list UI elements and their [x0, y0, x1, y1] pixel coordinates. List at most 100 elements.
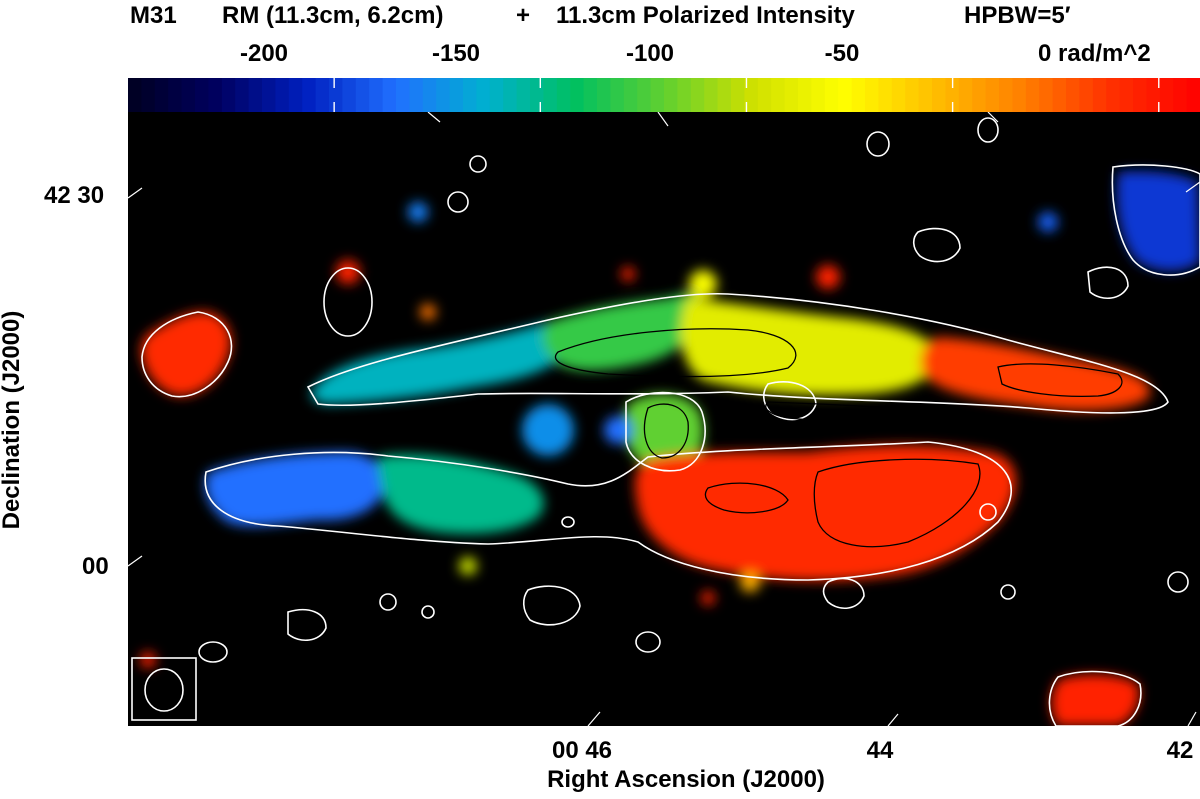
rm-region	[680, 298, 939, 396]
colorbar-tick-label: -100	[625, 40, 675, 67]
colorbar-swatch	[463, 78, 477, 112]
y-tick-label: 00	[82, 553, 109, 580]
rm-blob	[522, 404, 574, 456]
colorbar-swatch	[1079, 78, 1094, 112]
colorbar-swatch	[503, 78, 518, 112]
colorbar-swatch	[570, 78, 585, 112]
colorbar-swatch	[315, 78, 330, 112]
colorbar-swatch	[436, 78, 451, 112]
colorbar-swatch	[168, 78, 183, 112]
rm-blob	[604, 416, 632, 444]
rm-blob	[816, 265, 840, 289]
colorbar-swatch	[878, 78, 893, 112]
colorbar-swatch	[248, 78, 263, 112]
colorbar-swatch	[1025, 78, 1040, 112]
pi-contour-outer	[306, 292, 1169, 414]
colorbar-swatch	[329, 78, 343, 112]
colorbar-swatch	[891, 78, 906, 112]
axis-tick	[1187, 711, 1197, 726]
colorbar-swatch	[798, 78, 812, 112]
pi-contour-outer	[1111, 164, 1200, 276]
y-axis-title: Declination (J2000)	[0, 310, 25, 530]
pi-contour-inner	[555, 328, 797, 378]
beam-ellipse	[144, 668, 184, 712]
colorbar	[128, 78, 1200, 112]
colorbar-swatch	[262, 78, 276, 112]
colorbar-swatch	[731, 78, 745, 112]
colorbar-swatch	[530, 78, 544, 112]
colorbar-swatch	[1159, 78, 1174, 112]
pi-contour-outer	[912, 227, 961, 263]
pi-contour-outer	[866, 131, 890, 157]
colorbar-swatch	[556, 78, 571, 112]
rm-region	[635, 445, 1016, 581]
colorbar-swatch	[637, 78, 652, 112]
colorbar-swatch	[650, 78, 665, 112]
axis-tick	[1185, 181, 1200, 193]
colorbar-swatch	[422, 78, 437, 112]
colorbar-swatch	[610, 78, 625, 112]
colorbar-swatch	[757, 78, 772, 112]
colorbar-swatch	[288, 78, 303, 112]
axis-tick	[887, 713, 899, 726]
colorbar-swatch	[838, 78, 853, 112]
figure-title: M31 RM (11.3cm, 6.2cm) + 11.3cm Polarize…	[0, 0, 1200, 30]
colorbar-swatch	[382, 78, 397, 112]
rm-blob	[740, 572, 760, 592]
pi-contour-outer	[421, 605, 435, 619]
colorbar-swatch	[1012, 78, 1027, 112]
title-beam: HPBW=5′	[964, 2, 1071, 29]
colorbar-swatch	[208, 78, 223, 112]
colorbar-swatch	[476, 78, 491, 112]
rm-blob	[140, 652, 156, 668]
pi-contour-outer	[198, 641, 228, 663]
rm-region	[311, 321, 572, 404]
rm-blob	[701, 591, 715, 605]
colorbar-swatch	[851, 78, 866, 112]
axis-tick	[427, 112, 441, 123]
colorbar-swatch	[302, 78, 317, 112]
colorbar-swatch	[945, 78, 960, 112]
colorbar-swatch	[235, 78, 250, 112]
colorbar-swatch	[543, 78, 558, 112]
pi-contour-outer	[379, 593, 397, 611]
colorbar-swatch	[999, 78, 1013, 112]
pi-contour-outer	[447, 191, 469, 213]
axis-tick	[657, 112, 669, 127]
colorbar-swatch	[1173, 78, 1188, 112]
colorbar-swatch	[181, 78, 196, 112]
colorbar-swatch	[369, 78, 384, 112]
pi-contour-outer	[762, 381, 817, 421]
pi-contour-outer	[204, 441, 1012, 581]
colorbar-swatch	[583, 78, 598, 112]
rm-blob	[621, 267, 635, 281]
colorbar-swatch	[1039, 78, 1054, 112]
pi-contour-inner	[997, 363, 1123, 398]
rm-blob	[408, 202, 428, 222]
colorbar-swatch	[342, 78, 357, 112]
colorbar-swatch	[597, 78, 611, 112]
title-plus: +	[516, 2, 531, 29]
colorbar-swatch	[1066, 78, 1080, 112]
pi-contour-outer	[469, 155, 487, 173]
beam-box	[131, 657, 197, 721]
colorbar-swatch	[1092, 78, 1107, 112]
rm-region	[1116, 171, 1200, 271]
colorbar-swatch	[141, 78, 156, 112]
colorbar-swatch	[985, 78, 1000, 112]
pi-contour-outer	[287, 608, 327, 641]
colorbar-tick-label: -200	[239, 40, 289, 67]
colorbar-swatch	[489, 78, 504, 112]
colorbar-swatch	[677, 78, 692, 112]
rm-blob	[689, 270, 717, 298]
rm-region	[921, 337, 1150, 411]
pi-contour-outer	[635, 631, 661, 653]
colorbar-swatch	[275, 78, 290, 112]
colorbar-swatch	[811, 78, 826, 112]
pi-contour-outer	[522, 585, 581, 626]
x-tick-label: 44	[866, 737, 894, 764]
colorbar-swatch	[1052, 78, 1067, 112]
colorbar-swatch	[355, 78, 370, 112]
pi-contour-outer	[1087, 266, 1129, 299]
colorbar-swatch	[972, 78, 987, 112]
